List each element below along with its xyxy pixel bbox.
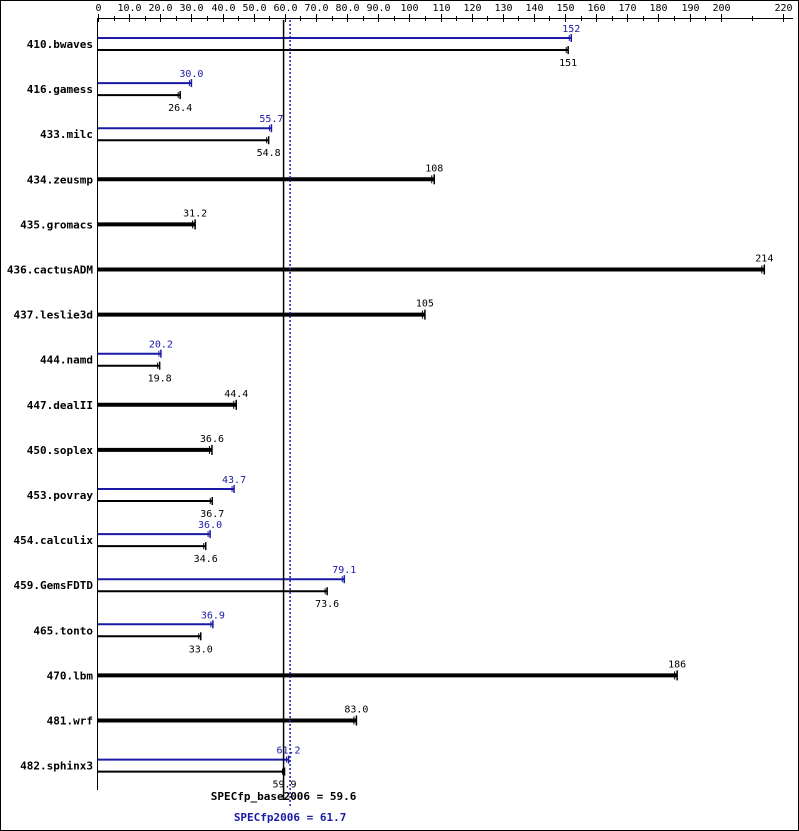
peak-value-label: 30.0 (179, 69, 203, 80)
x-tick-label: 150 (556, 3, 574, 14)
x-tick-label: 70.0 (304, 3, 328, 14)
base-value-label: 54.8 (257, 148, 281, 159)
base-value-label: 59.9 (272, 780, 296, 791)
benchmark-label: 465.tonto (33, 624, 93, 637)
peak-value-label: 20.2 (149, 340, 173, 351)
base-value-label: 26.4 (168, 103, 192, 114)
base-value-label: 36.7 (200, 509, 224, 520)
bars: 410.bwaves 152 151 416.gamess 30.0 26.4 433.mi… (7, 24, 773, 791)
benchmark-label: 435.gromacs (20, 218, 93, 231)
peak-value-label: 61.2 (277, 746, 301, 757)
x-tick-label: 0 (95, 3, 101, 14)
benchmark-label: 454.calculix (14, 534, 94, 547)
benchmark-label: 433.milc (40, 128, 93, 141)
benchmark-label: 481.wrf (47, 715, 93, 728)
base-value-label: 19.8 (148, 374, 172, 385)
base-value-label: 151 (559, 58, 577, 69)
x-tick-label: 80.0 (335, 3, 359, 14)
base-value-label: 33.0 (189, 644, 213, 655)
x-tick-label: 30.0 (179, 3, 203, 14)
benchmark-label: 450.soplex (27, 444, 94, 457)
x-tick-label: 180 (649, 3, 667, 14)
base-summary-label: SPECfp_base2006 = 59.6 (211, 790, 357, 803)
benchmark-label: 470.lbm (47, 669, 94, 682)
base-value-label: 44.4 (224, 389, 248, 400)
x-tick-label: 130 (494, 3, 512, 14)
peak-value-label: 55.7 (259, 114, 283, 125)
base-value-label: 105 (416, 299, 434, 310)
benchmark-label: 434.zeusmp (27, 173, 94, 186)
x-tick-label: 140 (525, 3, 543, 14)
benchmark-label: 410.bwaves (27, 38, 93, 51)
peak-summary-label: SPECfp2006 = 61.7 (234, 811, 347, 824)
base-value-label: 83.0 (344, 705, 368, 716)
peak-value-label: 36.0 (198, 520, 222, 531)
x-tick-label: 170 (618, 3, 636, 14)
x-tick-label: 100 (400, 3, 418, 14)
base-value-label: 36.6 (200, 434, 224, 445)
x-tick-label: 200 (712, 3, 730, 14)
x-tick-label: 190 (681, 3, 699, 14)
x-tick-label: 40.0 (211, 3, 235, 14)
peak-value-label: 36.9 (201, 610, 225, 621)
benchmark-label: 453.povray (27, 489, 94, 502)
summary-lines: SPECfp_base2006 = 59.6 SPECfp2006 = 61.7 (211, 20, 357, 824)
base-value-label: 31.2 (183, 208, 207, 219)
peak-value-label: 79.1 (332, 565, 356, 576)
x-tick-label: 20.0 (148, 3, 172, 14)
peak-value-label: 43.7 (222, 475, 246, 486)
x-tick-label: 90.0 (366, 3, 390, 14)
x-tick-label: 50.0 (242, 3, 266, 14)
x-tick-label: 10.0 (117, 3, 141, 14)
x-tick-label: 220 (774, 3, 792, 14)
benchmark-label: 444.namd (40, 354, 93, 367)
benchmark-label: 482.sphinx3 (20, 760, 93, 773)
benchmark-label: 459.GemsFDTD (14, 579, 94, 592)
x-axis: 0 10.0 20.0 30.0 40.0 50.0 60.0 70.0 80.0 90.0 100… (95, 3, 793, 790)
base-value-label: 214 (755, 254, 773, 265)
x-tick-label: 60.0 (273, 3, 297, 14)
benchmark-label: 436.cactusADM (7, 264, 93, 277)
benchmark-label: 437.leslie3d (14, 309, 93, 322)
base-value-label: 108 (425, 163, 443, 174)
benchmark-label: 447.dealII (27, 399, 93, 412)
x-tick-label: 120 (463, 3, 481, 14)
base-value-label: 34.6 (194, 554, 218, 565)
x-tick-label: 160 (587, 3, 605, 14)
base-value-label: 186 (668, 659, 686, 670)
peak-value-label: 152 (562, 24, 580, 35)
x-tick-label: 110 (432, 3, 450, 14)
base-value-label: 73.6 (315, 599, 339, 610)
benchmark-label: 416.gamess (27, 83, 93, 96)
